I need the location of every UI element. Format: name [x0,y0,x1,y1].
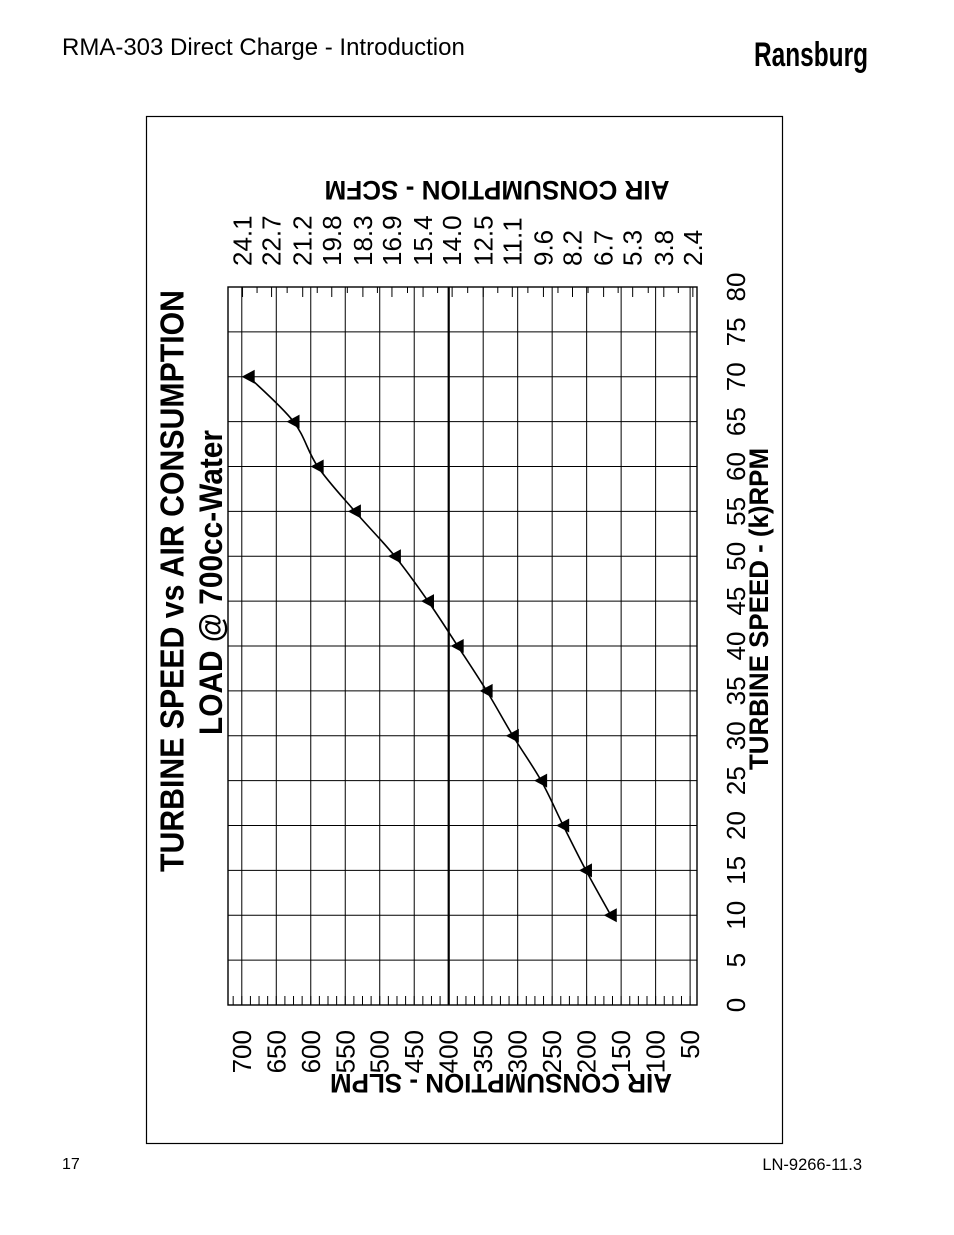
data-series [241,369,617,923]
y2-tick-label: 8.2 [557,230,587,266]
data-point-marker [556,818,570,833]
data-point-marker [347,504,361,519]
x-tick-label: 75 [721,317,751,346]
y-tick-label: 250 [537,1030,567,1073]
chart-title: TURBINE SPEED vs AIR CONSUMPTION [154,290,191,872]
y2-tick-label: 18.3 [348,215,378,266]
y2-tick-label: 9.6 [528,230,558,266]
y2-axis-label: AIR CONSUMPTION - SCFM [325,175,670,205]
y-tick-label: 200 [572,1030,602,1073]
data-point-marker [310,459,324,474]
document-code: LN-9266-11.3 [762,1156,862,1174]
x-tick-label: 25 [721,766,751,795]
data-point-marker [421,594,435,609]
x-tick-label: 80 [721,273,751,302]
y2-tick-label: 2.4 [678,230,708,266]
data-point-marker [479,683,493,698]
y2-tick-label: 3.8 [649,230,679,266]
chart: 0 5 10 15 20 25 30 35 40 45 50 55 60 65 70 75 80 700 650 60… [154,175,775,1098]
grid-lines [228,287,697,1005]
x-tick-label: 55 [721,497,751,526]
data-point-marker [603,908,617,923]
y2-tick-label: 21.2 [288,215,318,266]
y2-tick-label: 5.3 [618,230,648,266]
x-tick-label: 30 [721,721,751,750]
y2-tick-label: 19.8 [317,215,347,266]
x-tick-label: 5 [721,953,751,967]
x-tick-label: 10 [721,901,751,930]
y2-tick-label: 12.5 [468,215,498,266]
y-tick-label: 650 [261,1030,291,1073]
data-point-marker [578,863,592,878]
y-tick-label: 350 [468,1030,498,1073]
y-tick-label: 450 [399,1030,429,1073]
x-tick-label: 35 [721,676,751,705]
tick-labels: 0 5 10 15 20 25 30 35 40 45 50 55 60 65 70 75 80 700 650 60… [227,215,751,1073]
x-tick-label: 15 [721,856,751,885]
x-tick-label: 60 [721,452,751,481]
data-point-marker [505,728,519,743]
page-header-title: RMA-303 Direct Charge - Introduction [62,34,465,61]
data-point-marker [450,639,464,653]
y-tick-label: 550 [330,1030,360,1073]
y-tick-label: 150 [606,1030,636,1073]
x-tick-label: 45 [721,587,751,616]
x-tick-label: 20 [721,811,751,840]
x-tick-label: 50 [721,542,751,571]
axis-ticks [232,287,694,1005]
y2-tick-label: 22.7 [257,215,287,266]
x-axis-label: TURBINE SPEED - (k)RPM [744,448,774,770]
x-tick-label: 70 [721,362,751,391]
y-tick-label: 100 [641,1030,671,1073]
page-number: 17 [62,1156,80,1173]
y2-tick-label: 15.4 [408,215,438,266]
y-tick-label: 600 [296,1030,326,1073]
data-point-marker [387,549,401,564]
y-tick-label: 400 [434,1030,464,1073]
x-tick-label: 40 [721,632,751,661]
y-tick-label: 300 [503,1030,533,1073]
x-tick-label: 65 [721,407,751,436]
y-tick-label: 700 [227,1030,257,1073]
y-tick-label: 500 [365,1030,395,1073]
y-tick-label: 50 [675,1030,705,1059]
y2-tick-label: 6.7 [589,230,619,266]
data-point-marker [286,414,300,429]
x-tick-label: 0 [721,998,751,1012]
data-point-marker [241,369,255,384]
y-axis-label: AIR CONSUMPTION - SLPM [330,1068,672,1098]
plot-area-border [227,286,698,1006]
chart-subtitle: LOAD @ 700cc-Water [193,430,229,735]
y2-tick-label: 24.1 [228,215,258,266]
brand-logo: Ransburg [754,36,868,74]
data-point-marker [534,773,548,788]
y2-tick-label: 16.9 [377,215,407,266]
y2-tick-label: 14.0 [437,215,467,266]
y2-tick-label: 11.1 [497,217,527,266]
figure-frame [145,115,784,1145]
